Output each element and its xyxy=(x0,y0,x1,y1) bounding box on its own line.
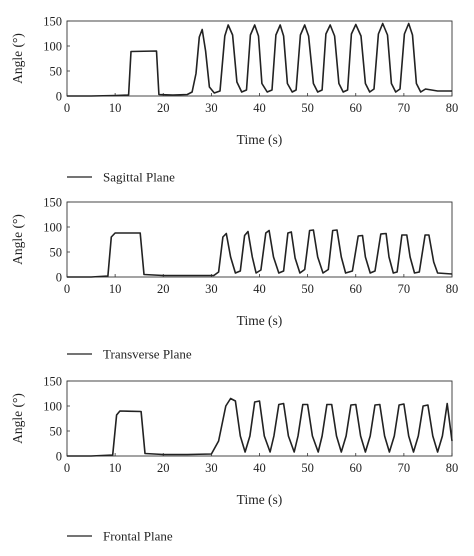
x-axis-label: Time (s) xyxy=(237,313,283,328)
x-tick-label: 10 xyxy=(109,461,122,475)
plot-frame xyxy=(66,201,453,278)
y-tick-label: 100 xyxy=(43,221,62,235)
y-tick-label: 0 xyxy=(56,450,62,464)
x-tick-label: 80 xyxy=(446,101,459,115)
x-tick-label: 70 xyxy=(398,461,411,475)
x-tick-label: 70 xyxy=(398,282,411,296)
x-tick-label: 20 xyxy=(157,461,170,475)
legend-label: Frontal Plane xyxy=(103,529,173,544)
y-axis-label: Angle (°) xyxy=(10,393,25,444)
x-tick-label: 20 xyxy=(157,282,170,296)
y-tick-label: 150 xyxy=(43,15,62,29)
x-axis-label: Time (s) xyxy=(237,132,283,147)
y-tick-label: 100 xyxy=(43,40,62,54)
x-tick-label: 30 xyxy=(205,461,218,475)
legend-label: Transverse Plane xyxy=(103,347,192,362)
x-tick-label: 60 xyxy=(350,461,363,475)
y-tick-label: 0 xyxy=(56,271,62,285)
x-tick-label: 0 xyxy=(64,282,70,296)
series-line-2 xyxy=(67,229,453,278)
x-tick-label: 60 xyxy=(350,282,363,296)
x-tick-label: 30 xyxy=(205,282,218,296)
plot-frame xyxy=(66,380,453,457)
x-tick-label: 50 xyxy=(301,461,314,475)
chart-panel-2: 0 10 20 30 40 50 60 70 80 0 50 100 150 Time (s) Angle … xyxy=(10,196,458,362)
y-tick-label: 150 xyxy=(43,196,62,210)
y-tick-label: 50 xyxy=(50,425,63,439)
chart-panel-1: 0 10 20 30 40 50 60 70 80 0 50 100 150 Time (s) Angle … xyxy=(10,15,458,185)
y-tick-label: 50 xyxy=(50,65,63,79)
y-tick-label: 0 xyxy=(56,90,62,104)
y-tick-label: 150 xyxy=(43,375,62,389)
x-tick-label: 40 xyxy=(253,101,266,115)
x-axis-label: Time (s) xyxy=(237,492,283,507)
legend-label: Sagittal Plane xyxy=(103,170,175,185)
x-tick-label: 60 xyxy=(350,101,363,115)
x-tick-label: 30 xyxy=(205,101,218,115)
x-tick-label: 40 xyxy=(253,282,266,296)
y-tick-label: 100 xyxy=(43,400,62,414)
y-axis-label: Angle (°) xyxy=(10,33,25,84)
x-tick-label: 70 xyxy=(398,101,411,115)
x-tick-label: 0 xyxy=(64,101,70,115)
series-line-1 xyxy=(67,22,452,97)
x-tick-label: 40 xyxy=(253,461,266,475)
x-tick-label: 10 xyxy=(109,282,122,296)
y-tick-label: 50 xyxy=(50,246,63,260)
series-line-3 xyxy=(67,397,453,457)
x-tick-label: 50 xyxy=(301,282,314,296)
x-tick-label: 80 xyxy=(446,461,459,475)
x-tick-label: 80 xyxy=(446,282,459,296)
x-tick-label: 10 xyxy=(109,101,122,115)
y-axis-label: Angle (°) xyxy=(10,214,25,265)
chart-panel-3: 0 10 20 30 40 50 60 70 80 0 50 100 150 Time (s) Angle … xyxy=(10,375,458,544)
x-tick-label: 50 xyxy=(301,101,314,115)
x-tick-label: 20 xyxy=(157,101,170,115)
x-tick-label: 0 xyxy=(64,461,70,475)
